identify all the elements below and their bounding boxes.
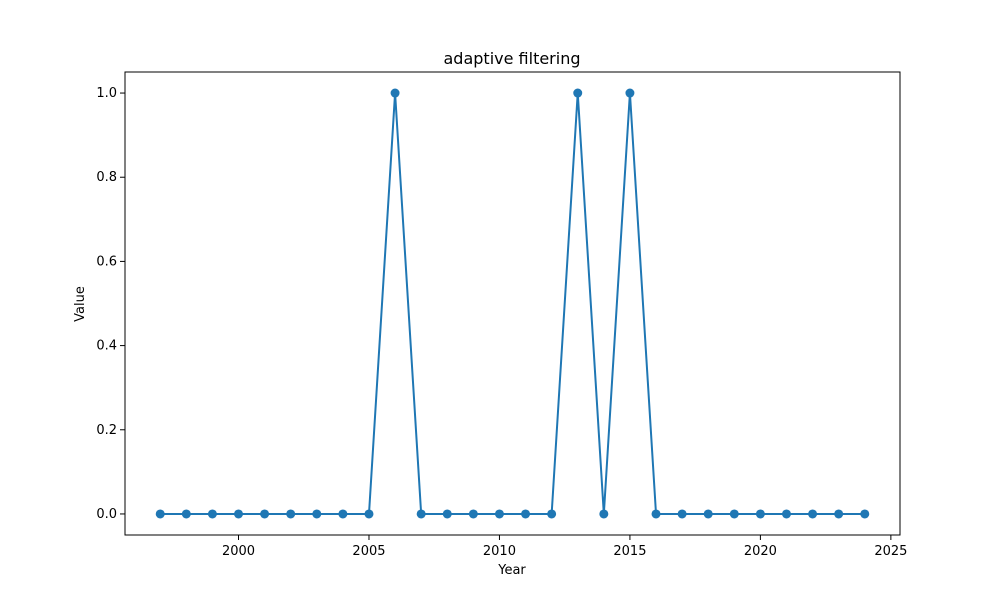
data-point: [860, 509, 870, 519]
data-point: [468, 509, 478, 519]
data-point: [364, 509, 374, 519]
y-tick-label: 0.8: [96, 170, 117, 185]
data-point: [390, 88, 400, 98]
data-point: [181, 509, 191, 519]
y-tick-label: 0.0: [96, 507, 117, 522]
data-point: [416, 509, 426, 519]
y-tick-label: 0.6: [96, 254, 117, 269]
y-tick-label: 1.0: [96, 86, 117, 101]
data-point: [155, 509, 165, 519]
data-point: [599, 509, 609, 519]
x-tick-label: 2025: [874, 544, 907, 559]
data-point: [260, 509, 270, 519]
x-tick-label: 2015: [613, 544, 646, 559]
y-axis-ticks: 0.0 0.2 0.4 0.6 0.8 1.0: [96, 86, 125, 522]
chart-title: adaptive filtering: [444, 49, 581, 68]
data-point: [625, 88, 635, 98]
data-point: [338, 509, 348, 519]
data-point: [651, 509, 661, 519]
data-point: [494, 509, 504, 519]
x-tick-label: 2005: [352, 544, 385, 559]
x-axis-ticks: 2000 2005 2010 2015 2020 2025: [222, 535, 907, 559]
data-point: [442, 509, 452, 519]
data-point: [755, 509, 765, 519]
x-axis-label: Year: [497, 563, 526, 578]
plot-frame: [124, 71, 901, 536]
series-points: [155, 88, 870, 519]
data-point: [834, 509, 844, 519]
y-tick-label: 0.2: [96, 423, 117, 438]
data-point: [521, 509, 531, 519]
data-point: [234, 509, 244, 519]
data-point: [547, 509, 557, 519]
data-point: [729, 509, 739, 519]
y-tick-label: 0.4: [96, 339, 117, 354]
data-point: [207, 509, 217, 519]
series-line: [160, 92, 865, 515]
data-point: [286, 509, 296, 519]
y-axis-label: Value: [73, 286, 88, 322]
data-point: [312, 509, 322, 519]
x-tick-label: 2010: [483, 544, 516, 559]
data-point: [677, 509, 687, 519]
x-tick-label: 2020: [744, 544, 777, 559]
x-tick-label: 2000: [222, 544, 255, 559]
data-point: [573, 88, 583, 98]
data-point: [808, 509, 818, 519]
data-point: [781, 509, 791, 519]
data-point: [703, 509, 713, 519]
